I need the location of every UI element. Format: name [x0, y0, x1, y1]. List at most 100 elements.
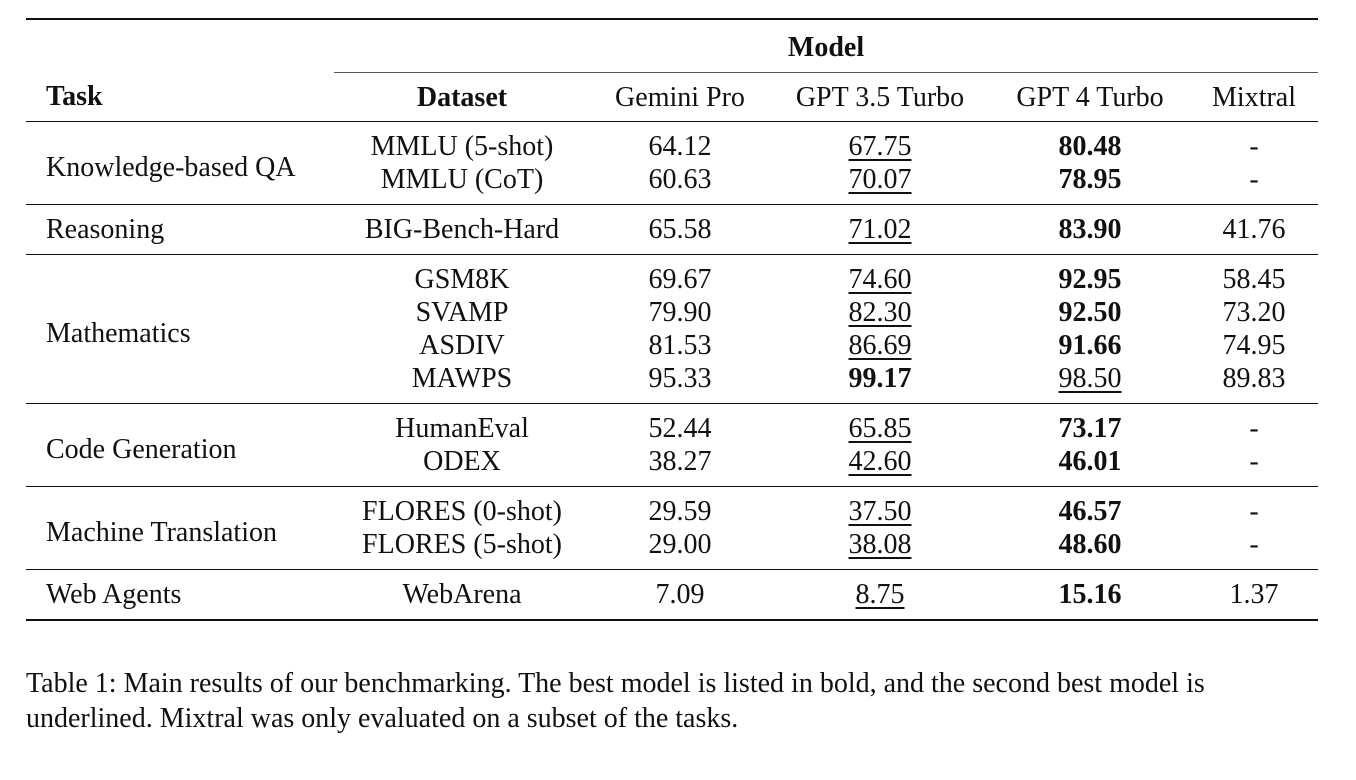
score-cell: 74.95	[1190, 329, 1318, 362]
score-value: 7.09	[655, 579, 705, 610]
second-best-score: 74.60	[848, 264, 912, 295]
model-group-header-row: Model	[26, 19, 1319, 73]
table-row: Code Generation HumanEval 52.44 65.85 73.17 -	[26, 403, 1319, 465]
score-cell: 73.17	[990, 404, 1190, 446]
score-cell: 65.85	[770, 404, 990, 446]
table-row: FLORES (5-shot) 29.00 38.08 48.60 -	[26, 528, 1318, 570]
second-best-score: 37.50	[848, 496, 912, 527]
best-score: 46.57	[1058, 496, 1122, 527]
dataset-cell: MMLU (CoT)	[380, 164, 544, 195]
score-cell: 89.83	[1190, 362, 1318, 404]
table-row: SVAMP 79.90 82.30 92.50 73.20	[26, 296, 1318, 329]
best-score: 15.16	[1058, 579, 1122, 610]
dataset-cell: FLORES (0-shot)	[362, 496, 562, 527]
score-cell: 65.58	[590, 205, 770, 255]
score-value: 38.27	[648, 446, 712, 477]
header-spacer	[26, 19, 334, 73]
score-cell: 83.90	[990, 205, 1190, 255]
best-score: 92.50	[1058, 297, 1122, 328]
best-score: 80.48	[1058, 131, 1122, 162]
score-value: 1.37	[1229, 579, 1279, 610]
score-cell: 1.37	[1190, 570, 1318, 621]
score-cell: 38.08	[770, 528, 990, 570]
score-cell: 80.48	[990, 122, 1190, 164]
score-cell: 92.95	[990, 255, 1190, 297]
score-cell: 29.59	[590, 487, 770, 529]
score-cell: 64.12	[590, 122, 770, 164]
task-cell: Mathematics	[46, 317, 191, 349]
score-cell: 60.63	[590, 163, 770, 205]
score-cell: 67.75	[770, 122, 990, 164]
score-cell: 78.95	[990, 163, 1190, 205]
table-row: Machine Translation FLORES (0-shot) 29.59 3…	[26, 486, 1319, 548]
score-cell: 74.60	[770, 255, 990, 297]
score-value: 73.20	[1222, 297, 1286, 328]
score-cell: 86.69	[770, 329, 990, 362]
score-cell: 48.60	[990, 528, 1190, 570]
model-column-header: Gemini Pro	[615, 81, 745, 113]
score-cell: 79.90	[590, 296, 770, 329]
dataset-cell: ASDIV	[419, 330, 505, 361]
score-value: -	[1249, 529, 1259, 560]
column-header-row: Task Dataset Gemini Pro GPT 3.5 Turbo GP…	[26, 73, 1318, 122]
score-cell: 46.57	[990, 487, 1190, 529]
score-cell: 81.53	[590, 329, 770, 362]
score-value: 29.59	[648, 496, 712, 527]
score-cell: 71.02	[770, 205, 990, 255]
task-cell: Machine Translation	[46, 516, 277, 548]
dataset-cell: HumanEval	[395, 413, 529, 444]
second-best-score: 71.02	[848, 214, 912, 245]
model-column-header: GPT 4 Turbo	[1016, 81, 1164, 113]
second-best-score: 67.75	[848, 131, 912, 162]
score-cell: 91.66	[990, 329, 1190, 362]
score-cell: 99.17	[770, 362, 990, 404]
score-cell: 15.16	[990, 570, 1190, 621]
best-score: 78.95	[1058, 164, 1122, 195]
table-row: MAWPS 95.33 99.17 98.50 89.83	[26, 362, 1318, 404]
dataset-cell: ODEX	[423, 446, 501, 477]
score-cell: 69.67	[590, 255, 770, 297]
second-best-score: 70.07	[848, 164, 912, 195]
score-cell: 98.50	[990, 362, 1190, 404]
score-cell: -	[1190, 404, 1318, 446]
score-cell: 73.20	[1190, 296, 1318, 329]
score-value: 69.67	[648, 264, 712, 295]
best-score: 92.95	[1058, 264, 1122, 295]
score-cell: 70.07	[770, 163, 990, 205]
dataset-cell: MAWPS	[411, 363, 513, 394]
score-value: 81.53	[648, 330, 712, 361]
table-caption: Table 1: Main results of our benchmarkin…	[26, 668, 1205, 734]
score-cell: 38.27	[590, 445, 770, 487]
table-row: MMLU (CoT) 60.63 70.07 78.95 -	[26, 163, 1318, 205]
table-row: ASDIV 81.53 86.69 91.66 74.95	[26, 329, 1318, 362]
score-value: 74.95	[1222, 330, 1286, 361]
score-cell: -	[1190, 528, 1318, 570]
best-score: 48.60	[1058, 529, 1122, 560]
score-value: 89.83	[1222, 363, 1286, 394]
second-best-score: 82.30	[848, 297, 912, 328]
task-cell: Reasoning	[46, 214, 165, 245]
score-cell: -	[1190, 163, 1318, 205]
score-cell: 7.09	[590, 570, 770, 621]
dataset-cell: BIG-Bench-Hard	[364, 214, 560, 245]
score-value: -	[1249, 446, 1259, 477]
score-value: 95.33	[648, 363, 712, 394]
score-cell: -	[1190, 122, 1318, 164]
table-row: Reasoning BIG-Bench-Hard 65.58 71.02 83.90 41…	[26, 204, 1319, 255]
score-value: -	[1249, 496, 1259, 527]
score-value: 64.12	[648, 131, 712, 162]
second-best-score: 42.60	[848, 446, 912, 477]
table-row: Web Agents WebArena 7.09 8.75 15.16 1.37	[26, 569, 1319, 621]
score-value: -	[1249, 131, 1259, 162]
score-value: 41.76	[1222, 214, 1286, 245]
task-column-header: Task	[46, 81, 103, 113]
model-column-header: GPT 3.5 Turbo	[795, 81, 965, 113]
score-value: 79.90	[648, 297, 712, 328]
task-cell: Code Generation	[46, 433, 237, 465]
score-cell: 95.33	[590, 362, 770, 404]
score-cell: -	[1190, 445, 1318, 487]
score-cell: 58.45	[1190, 255, 1318, 297]
table-row: Knowledge-based QA MMLU (5-shot) 64.12 67.7…	[26, 121, 1319, 183]
score-cell: 41.76	[1190, 205, 1318, 255]
score-cell: 52.44	[590, 404, 770, 446]
